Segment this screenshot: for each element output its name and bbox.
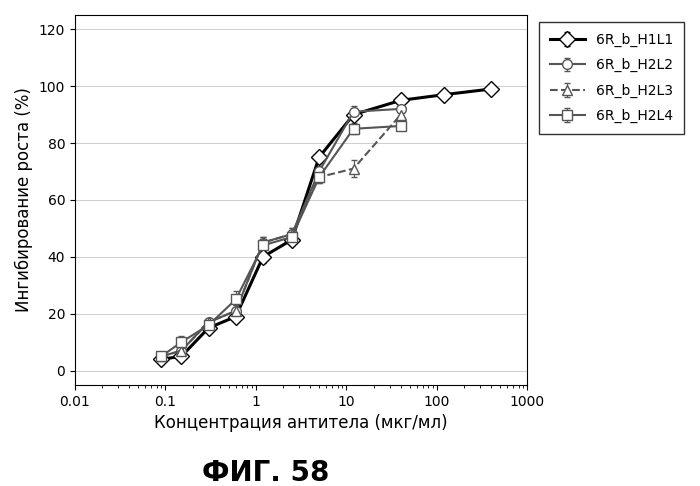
Y-axis label: Ингибирование роста (%): Ингибирование роста (%) <box>15 87 33 312</box>
X-axis label: Концентрация антитела (мкг/мл): Концентрация антитела (мкг/мл) <box>154 414 448 432</box>
Text: ФИГ. 58: ФИГ. 58 <box>202 459 330 486</box>
Legend: 6R_b_H1L1, 6R_b_H2L2, 6R_b_H2L3, 6R_b_H2L4: 6R_b_H1L1, 6R_b_H2L2, 6R_b_H2L3, 6R_b_H2… <box>539 22 684 134</box>
